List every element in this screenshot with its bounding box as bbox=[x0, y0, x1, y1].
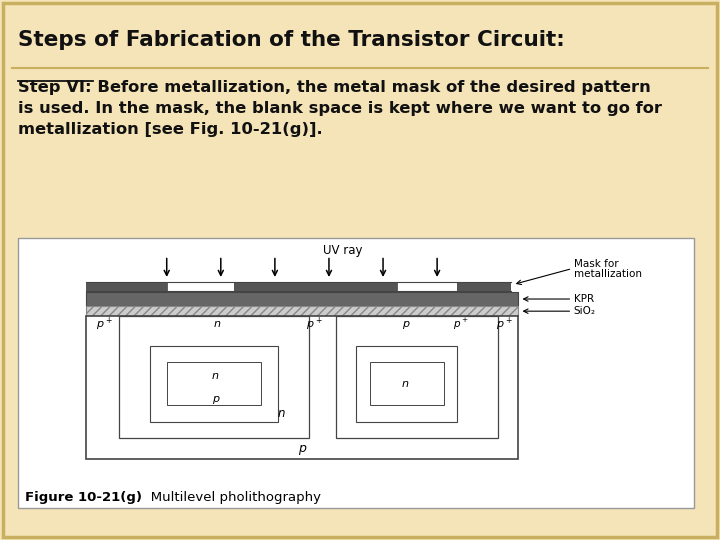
Text: metallization: metallization bbox=[574, 269, 642, 279]
Text: UV ray: UV ray bbox=[323, 244, 362, 256]
Bar bbox=[457, 282, 511, 291]
Bar bbox=[356, 346, 457, 422]
Text: Step VI: Before metallization, the metal mask of the desired pattern
is used. In: Step VI: Before metallization, the metal… bbox=[18, 80, 662, 137]
Bar bbox=[234, 282, 397, 291]
Bar bbox=[397, 282, 457, 291]
Text: KPR: KPR bbox=[574, 294, 594, 304]
Text: Steps of Fabrication of the Transistor Circuit:: Steps of Fabrication of the Transistor C… bbox=[18, 30, 564, 50]
Text: $p^+$: $p^+$ bbox=[306, 316, 323, 333]
Text: p: p bbox=[298, 442, 306, 455]
Bar bbox=[120, 316, 309, 438]
Bar bbox=[167, 362, 261, 406]
Bar bbox=[167, 282, 234, 291]
Bar bbox=[18, 238, 694, 508]
Text: $p^+$: $p^+$ bbox=[453, 317, 469, 332]
Bar bbox=[369, 362, 444, 406]
Text: SiO₂: SiO₂ bbox=[574, 306, 595, 316]
Text: Multilevel pholithography: Multilevel pholithography bbox=[138, 491, 321, 504]
Text: Mask for: Mask for bbox=[574, 259, 618, 269]
Bar bbox=[86, 306, 518, 316]
Text: n: n bbox=[278, 407, 285, 420]
Text: $p^+$: $p^+$ bbox=[96, 316, 113, 333]
Text: p: p bbox=[212, 394, 219, 404]
Text: n: n bbox=[214, 319, 221, 329]
Text: n: n bbox=[402, 379, 409, 389]
Bar bbox=[86, 282, 167, 291]
Text: Figure 10-21(g): Figure 10-21(g) bbox=[25, 491, 142, 504]
Bar bbox=[86, 316, 518, 460]
Text: $p^+$: $p^+$ bbox=[496, 316, 513, 333]
Bar bbox=[86, 292, 518, 306]
Text: n: n bbox=[212, 370, 219, 381]
Text: p: p bbox=[402, 319, 409, 329]
Bar bbox=[150, 346, 278, 422]
Bar bbox=[336, 316, 498, 438]
